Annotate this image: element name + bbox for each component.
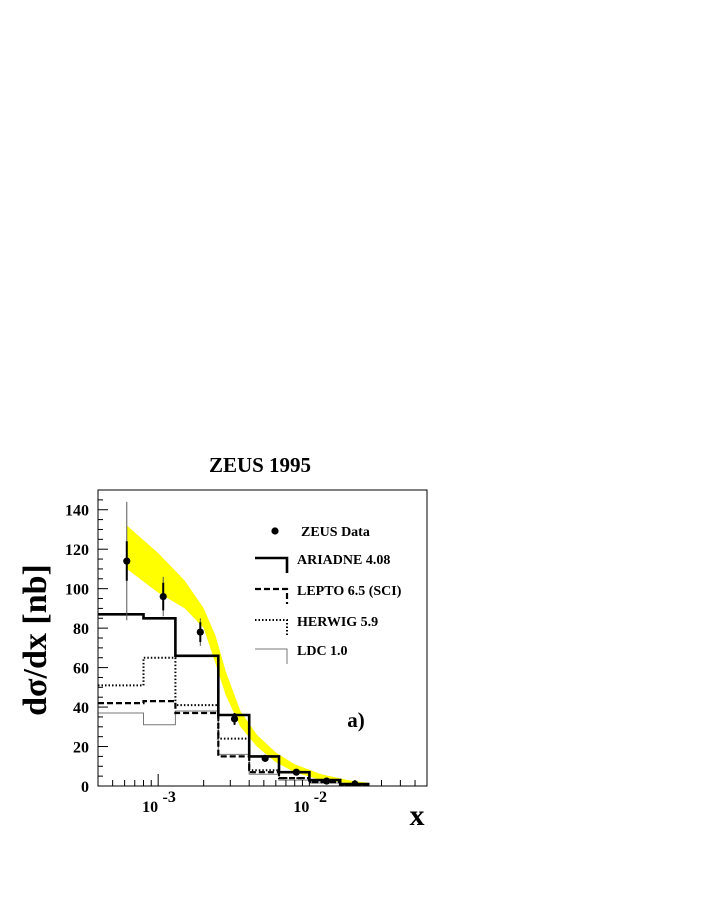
data-point-2 — [196, 618, 204, 646]
data-marker — [196, 628, 204, 636]
y-tick-label: 80 — [73, 621, 89, 638]
data-marker — [159, 592, 167, 601]
data-point-3 — [230, 712, 239, 725]
x-axis-label: x — [410, 799, 425, 832]
legend-swatch — [255, 587, 289, 604]
data-marker — [322, 777, 331, 785]
theory-band — [126, 525, 370, 785]
data-point-0 — [123, 501, 131, 621]
legend-label: ARIADNE 4.08 — [297, 553, 390, 568]
y-tick-label: 0 — [81, 779, 89, 796]
data-marker — [261, 754, 269, 762]
y-tick-label: 40 — [73, 700, 89, 717]
data-point-6 — [322, 777, 331, 785]
data-marker — [123, 557, 131, 565]
y-tick-label: 60 — [73, 661, 89, 678]
data-point-4 — [261, 754, 269, 762]
legend-data-marker — [271, 527, 279, 535]
y-tick-label: 140 — [65, 503, 89, 520]
legend: ZEUS Data ARIADNE 4.08 LEPTO 6.5 (SCI) HERW… — [255, 525, 402, 664]
x-tick-label: 10 — [293, 799, 309, 816]
x-tick-label: 10 — [142, 799, 158, 816]
data-marker — [230, 715, 239, 723]
y-tick-label: 20 — [73, 740, 89, 757]
legend-label: HERWIG 5.9 — [297, 615, 378, 630]
legend-swatch — [255, 619, 288, 635]
legend-label: LEPTO 6.5 (SCI) — [297, 584, 402, 599]
data-marker — [292, 768, 300, 776]
panel-annotation: a) — [347, 708, 365, 732]
y-tick-label: 100 — [65, 582, 89, 599]
plot-area — [98, 501, 370, 786]
x-tick-exponent: -3 — [162, 789, 175, 806]
y-tick-label: 120 — [65, 542, 89, 559]
x-tick-exponent: -2 — [314, 789, 327, 806]
legend-label: LDC 1.0 — [297, 644, 348, 659]
data-point-5 — [292, 768, 300, 776]
chart-title: ZEUS 1995 — [209, 453, 311, 477]
legend-swatch — [255, 648, 288, 664]
data-point-1 — [159, 576, 167, 617]
legend-swatch — [255, 556, 289, 573]
plot-content — [98, 501, 370, 786]
y-axis-label: dσ/dx [nb] — [17, 564, 54, 716]
legend-label: ZEUS Data — [301, 525, 370, 540]
